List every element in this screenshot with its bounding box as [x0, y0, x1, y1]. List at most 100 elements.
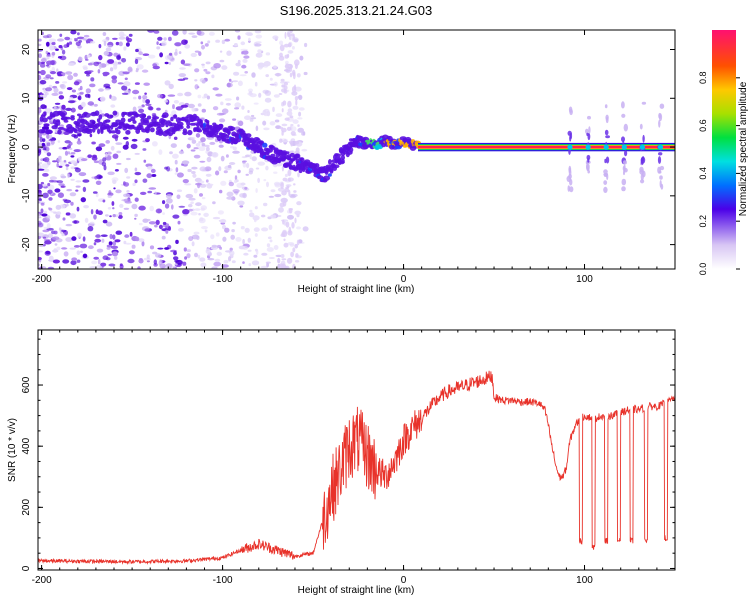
noise-blob [191, 107, 196, 112]
noise-blob [41, 61, 45, 65]
noise-blob [144, 92, 147, 95]
noise-blob [171, 110, 177, 116]
ridge-blob [348, 147, 354, 153]
noise-blob [110, 145, 115, 151]
noise-blob [39, 136, 43, 143]
ridge-blob [46, 130, 53, 134]
noise-blob [146, 173, 153, 179]
noise-blob [194, 79, 198, 82]
noise-blob [289, 30, 293, 34]
noise-blob [293, 84, 297, 91]
noise-blob [46, 134, 50, 139]
noise-blob [152, 141, 158, 147]
ridge-blob [77, 127, 85, 132]
ridge-blob [40, 114, 46, 118]
noise-blob [38, 216, 42, 219]
ridge-blob [259, 141, 264, 146]
noise-blob [134, 213, 138, 217]
noise-blob [273, 94, 280, 98]
noise-blob [242, 58, 248, 63]
noise-blob [55, 48, 59, 51]
noise-blob [159, 263, 166, 269]
noise-blob [138, 95, 142, 100]
noise-blob [42, 148, 47, 151]
noise-blob [179, 67, 186, 70]
noise-blob [93, 242, 97, 246]
noise-blob [118, 36, 126, 40]
noise-blob [237, 80, 243, 87]
noise-blob [190, 211, 198, 216]
noise-blob [285, 186, 290, 189]
noise-blob [73, 81, 80, 86]
ridge-blob [152, 116, 160, 120]
ridge-blob [196, 122, 200, 128]
noise-blob [40, 104, 47, 110]
noise-blob [288, 177, 291, 182]
burst-blob [639, 123, 643, 130]
noise-blob [248, 37, 251, 42]
noise-blob [201, 143, 206, 147]
noise-blob [151, 174, 157, 177]
noise-blob [281, 130, 284, 136]
burst-blob [659, 175, 663, 180]
noise-blob [49, 45, 55, 51]
noise-blob [143, 159, 147, 163]
noise-blob [250, 117, 257, 120]
noise-blob [42, 173, 49, 177]
ridge-blob [284, 153, 288, 160]
noise-blob [94, 175, 98, 180]
noise-blob [269, 239, 273, 243]
noise-blob [101, 161, 107, 167]
noise-blob [164, 61, 169, 65]
noise-blob [228, 256, 232, 262]
noise-blob [134, 197, 139, 202]
noise-blob [46, 142, 51, 147]
noise-blob [197, 94, 202, 99]
noise-blob [242, 192, 247, 199]
noise-blob [168, 83, 174, 90]
noise-blob [55, 81, 60, 84]
noise-blob [224, 98, 232, 101]
noise-blob [51, 92, 59, 96]
noise-blob [184, 39, 188, 44]
noise-blob [152, 251, 158, 255]
noise-blob [182, 261, 187, 266]
noise-blob [50, 210, 57, 213]
noise-blob [266, 243, 271, 248]
noise-blob [39, 80, 47, 85]
noise-blob [51, 51, 56, 56]
noise-blob [97, 69, 101, 74]
noise-blob [255, 52, 263, 58]
noise-blob [274, 183, 281, 188]
noise-blob [38, 232, 44, 237]
noise-blob [164, 99, 169, 103]
noise-blob [191, 35, 198, 38]
noise-blob [204, 229, 208, 233]
noise-blob [54, 188, 61, 193]
noise-blob [41, 213, 48, 217]
noise-blob [201, 226, 208, 230]
ridge-blob [70, 116, 75, 121]
noise-blob [105, 156, 112, 161]
noise-blob [57, 192, 64, 198]
noise-blob [216, 112, 225, 116]
noise-blob [265, 52, 271, 56]
noise-blob [298, 94, 303, 100]
noise-blob [79, 91, 84, 95]
noise-blob [234, 179, 237, 184]
noise-blob [125, 157, 131, 161]
noise-blob [47, 233, 54, 239]
noise-blob [77, 232, 82, 238]
ridge-blob [340, 155, 345, 161]
noise-blob [146, 254, 150, 259]
snr-panel: -200 -100 0 100 0 200 400 600 Height of straigh… [7, 329, 676, 596]
noise-blob [71, 89, 76, 93]
noise-blob [195, 182, 202, 186]
noise-blob [138, 258, 144, 264]
noise-blob [188, 32, 196, 35]
noise-blob [248, 167, 254, 173]
noise-blob [65, 237, 73, 242]
burst-blob [567, 130, 572, 136]
noise-blob [214, 258, 221, 263]
noise-blob [158, 224, 163, 230]
